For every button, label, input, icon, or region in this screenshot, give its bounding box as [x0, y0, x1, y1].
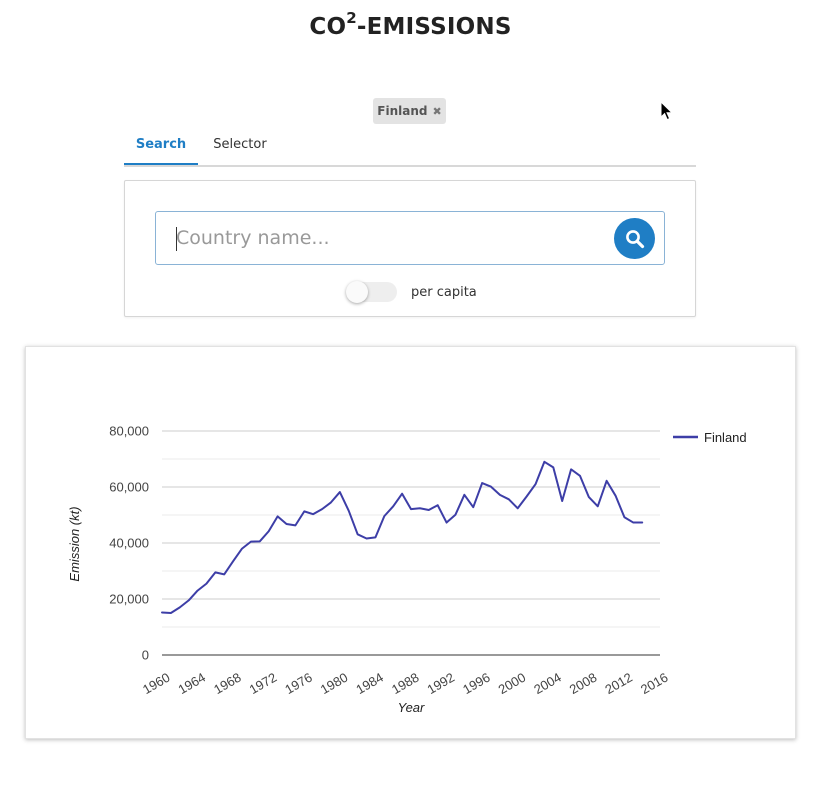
search-button[interactable] [614, 218, 655, 259]
tab-bar: Search Selector [124, 128, 696, 167]
x-tick-label: 1980 [318, 670, 351, 697]
page-title-rest: -EMISSIONS [356, 14, 512, 40]
close-icon[interactable]: ✖ [432, 104, 442, 118]
series-line-finland [161, 460, 644, 614]
tab-selector[interactable]: Selector [213, 137, 267, 152]
y-tick-label: 20,000 [109, 592, 149, 607]
legend: Finland [673, 430, 747, 445]
x-tick-label: 2000 [496, 670, 529, 697]
search-input[interactable] [176, 222, 596, 254]
x-axis-label: Year [398, 700, 425, 715]
toggle-knob [346, 281, 368, 303]
x-tick-label: 1984 [353, 670, 386, 697]
page-title-superscript: 2 [346, 9, 357, 28]
search-panel: per capita [124, 180, 696, 317]
page-title: CO2-EMISSIONS [0, 11, 821, 40]
page-title-main: CO [309, 14, 347, 40]
gridlines [162, 430, 660, 656]
per-capita-label: per capita [411, 284, 477, 300]
y-tick-labels: 0 20,000 40,000 60,000 80,000 [109, 424, 149, 663]
search-box [155, 211, 665, 265]
per-capita-row: per capita [346, 281, 477, 303]
x-tick-label: 1992 [425, 670, 458, 697]
selected-country-label: Finland [377, 104, 428, 118]
x-tick-label: 1996 [460, 670, 493, 697]
y-tick-label: 0 [142, 648, 149, 663]
x-tick-label: 2016 [638, 670, 671, 697]
x-tick-label: 1960 [140, 670, 173, 697]
x-tick-label: 1976 [282, 670, 315, 697]
x-tick-label: 1972 [247, 670, 280, 697]
legend-label-finland: Finland [704, 430, 747, 445]
x-tick-label: 2008 [567, 670, 600, 697]
per-capita-toggle[interactable] [346, 281, 397, 303]
x-tick-label: 2012 [602, 670, 635, 697]
selected-country-chip: Finland ✖ [373, 98, 446, 124]
chart-card: 0 20,000 40,000 60,000 80,000 1960 1964 1968 19… [25, 346, 796, 739]
text-caret [176, 227, 177, 251]
x-tick-label: 1968 [211, 670, 244, 697]
y-tick-label: 60,000 [109, 480, 149, 495]
y-axis-label: Emission (kt) [67, 506, 82, 581]
series-layer [161, 460, 644, 614]
y-tick-label: 80,000 [109, 424, 149, 439]
y-tick-label: 40,000 [109, 536, 149, 551]
x-tick-label: 1964 [176, 670, 209, 697]
tab-search[interactable]: Search [124, 128, 198, 165]
x-tick-label: 1988 [389, 670, 422, 697]
search-icon [625, 229, 644, 248]
mouse-pointer-icon [660, 101, 674, 121]
x-tick-label: 2004 [531, 670, 564, 697]
x-tick-labels: 1960 1964 1968 1972 1976 1980 1984 1988 1992 1996… [140, 670, 671, 697]
